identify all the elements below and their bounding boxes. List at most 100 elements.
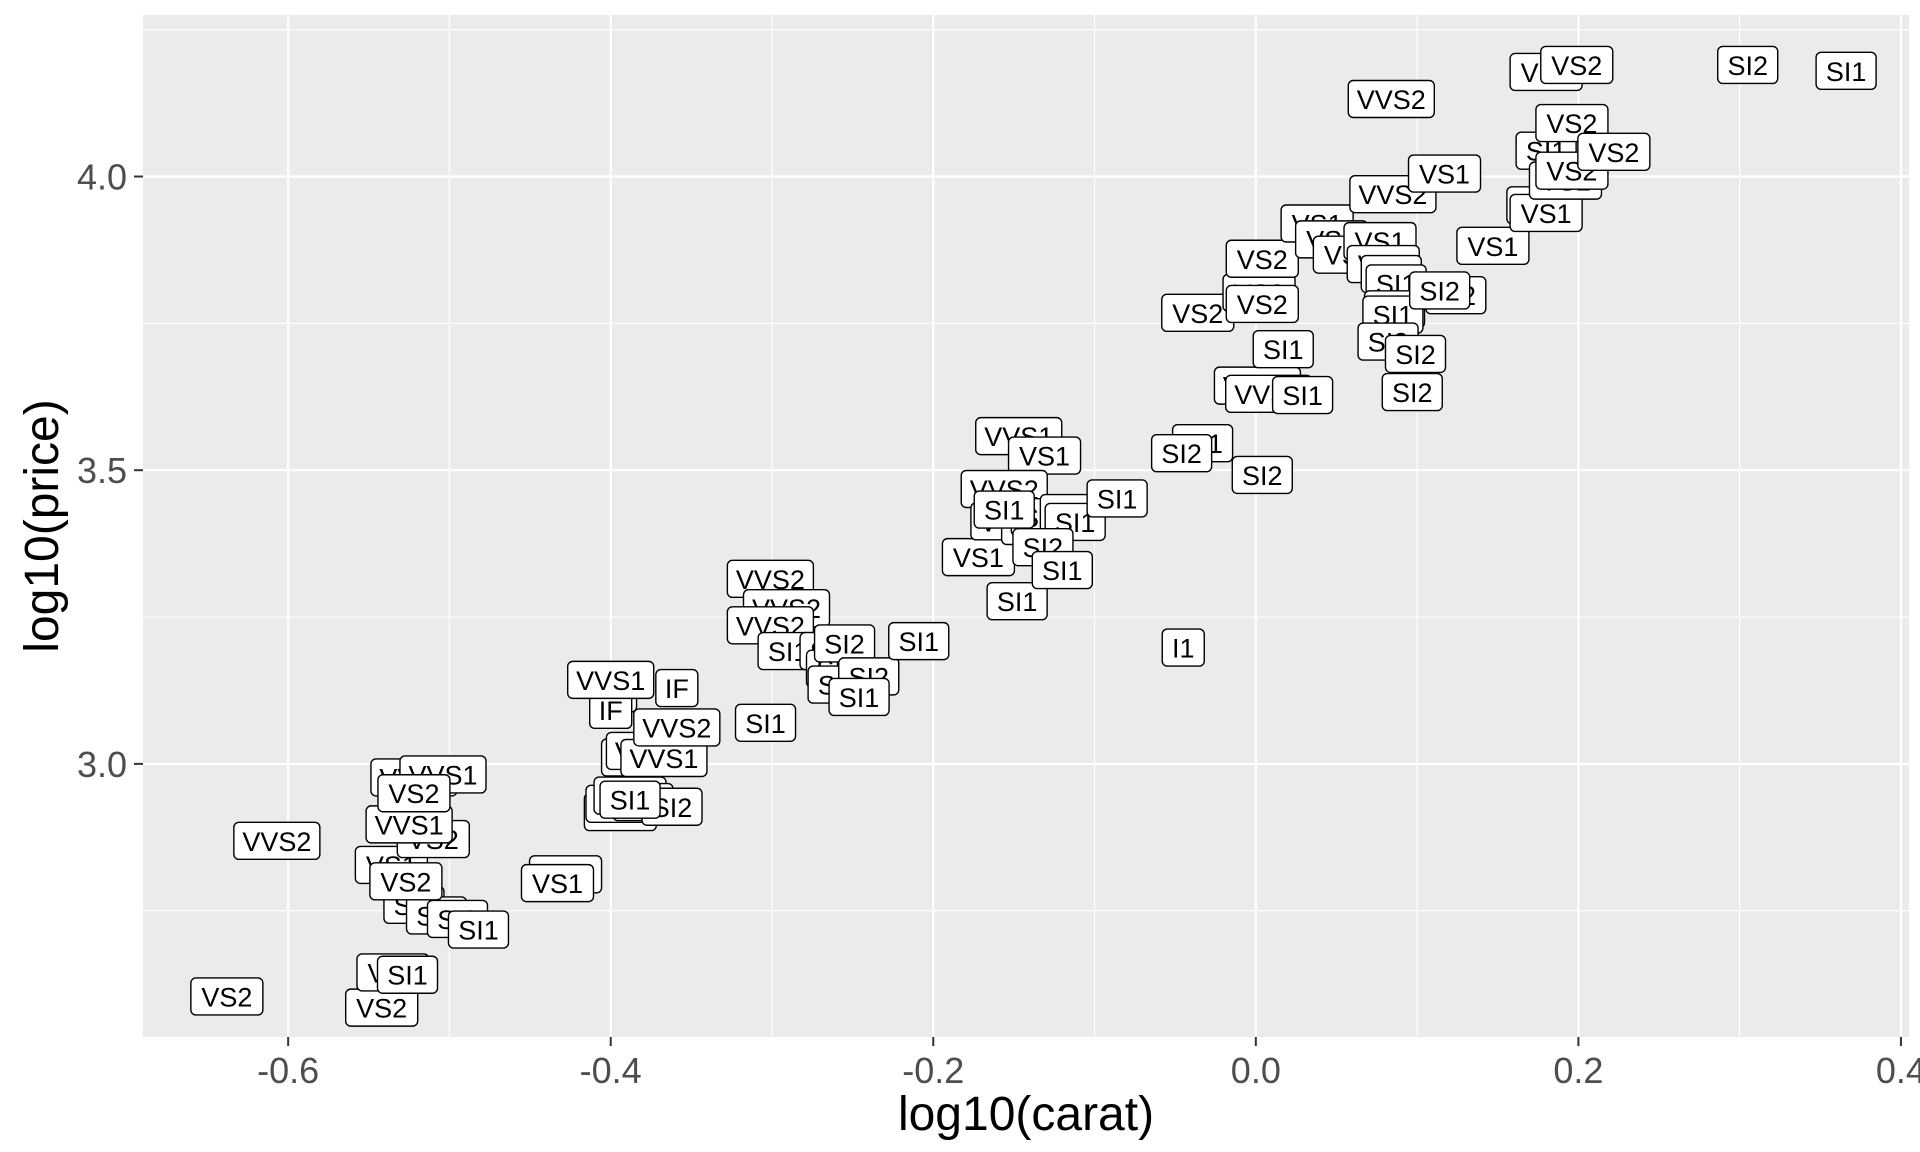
data-point-label: VS2 [1237,245,1288,275]
data-point-label: SI2 [824,629,865,659]
data-point-box [1384,334,1447,374]
data-point-label: IF [665,674,689,704]
data-point: SI2 [1408,271,1471,310]
data-point-box [1381,372,1443,412]
data-point-box [1407,154,1482,193]
x-tick-label: 0.4 [1876,1050,1920,1091]
data-point: VS2 [1225,239,1299,278]
data-point: SI1 [1815,51,1877,90]
x-tick-label: -0.4 [580,1050,642,1091]
data-point-box [1535,103,1609,143]
data-point-label: VVS2 [1357,85,1426,115]
data-point-box [1252,330,1314,369]
data-point: I1 [1161,628,1205,667]
data-point: SI2 [1150,433,1213,473]
data-point-label: SI1 [1263,335,1304,365]
data-point: SI1 [1271,375,1334,415]
data-point: SI1 [828,677,890,717]
data-point: VS2 [1540,45,1614,85]
x-axis-title: log10(carat) [898,1088,1154,1141]
data-point: SI2 [1231,455,1293,495]
data-point-label: VVS2 [642,713,711,743]
data-point-label: SI1 [610,786,651,816]
data-point-label: VVS1 [576,666,645,696]
data-point: VVS1 [365,805,453,844]
data-point-box [377,774,451,813]
data-point-box [369,862,443,901]
data-point: VVS2 [233,821,321,861]
data-point-box [1717,45,1779,85]
data-point-label: VS1 [1521,199,1572,229]
data-point-label: VS2 [1172,299,1223,329]
data-point-box [1540,45,1614,85]
data-point: SI2 [1717,45,1779,85]
data-point-label: SI1 [997,587,1038,617]
data-point-box [1031,550,1093,590]
data-point: VS2 [1161,293,1235,332]
data-point-label: VVS1 [629,744,698,774]
data-point: VVS2 [726,559,815,599]
data-point-box [1231,455,1293,495]
data-point-box [190,977,264,1016]
data-point-label: SI2 [1419,276,1460,306]
data-point-label: VS1 [1019,442,1070,472]
data-point-box [1086,479,1148,518]
data-point-label: I1 [1172,634,1195,664]
data-point-box [1225,284,1299,324]
data-point-box [734,703,797,742]
data-point: SI2 [813,624,876,663]
data-point-label: VS2 [1551,51,1602,81]
x-axis: -0.6 -0.4 -0.2 0.0 0.2 0.4 [257,1037,1920,1091]
x-tick-label: 0.0 [1231,1050,1281,1091]
data-point-labels: VS2VVS2VS2VS2SI1VS1SI1SI2SI2SI1VS2VS2VVS… [190,45,1877,1027]
data-point: SI1 [1031,550,1093,590]
data-point-label: VS2 [201,982,252,1012]
data-point-box [599,780,661,819]
y-tick-label: 4.0 [77,157,127,198]
data-point-label: SI2 [1242,461,1283,491]
data-point: VVS2 [1347,79,1435,119]
y-tick-label: 3.0 [77,744,127,785]
data-point: IF [655,668,699,708]
data-point: SI1 [1252,330,1314,369]
data-point-label: SI1 [1282,381,1323,411]
data-point-box [567,660,655,700]
x-tick-label: -0.2 [902,1050,964,1091]
y-axis-title: log10(price) [16,399,69,652]
data-point-label: SI2 [1395,340,1436,370]
data-point-box [447,910,510,949]
data-point: VS2 [190,977,264,1016]
data-point-label: SI1 [1042,556,1083,586]
data-point: VS2 [1577,132,1651,172]
data-point-box [633,708,721,747]
data-point: VS1 [1407,154,1482,193]
data-point-box [1161,628,1205,667]
data-point-label: VS1 [1419,160,1470,190]
data-point-label: VS2 [356,994,407,1024]
data-point: VS2 [344,988,419,1027]
data-point: SI1 [376,955,439,994]
data-point: SI1 [986,581,1048,621]
data-point-label: SI1 [1826,57,1867,87]
data-point-label: SI1 [1097,484,1138,514]
data-point-box [828,677,890,717]
data-point-box [986,581,1048,621]
data-point-label: SI1 [387,961,428,991]
data-point: SI1 [973,490,1035,529]
data-point-label: SI1 [745,709,786,739]
data-point-label: VS1 [953,543,1004,573]
data-point-label: SI1 [458,916,499,946]
data-point-box [233,821,321,861]
data-point: VS1 [941,537,1016,577]
data-point-box [1347,79,1435,119]
data-point: SI1 [888,621,950,661]
data-point-box [1225,239,1299,278]
data-point: VS2 [369,862,443,901]
data-point-box [1577,132,1651,172]
data-point: VVS1 [620,738,708,778]
data-point-label: VS2 [1237,290,1288,320]
data-point-box [1271,375,1334,415]
data-point: VS1 [520,863,595,903]
data-point-box [1150,433,1213,473]
